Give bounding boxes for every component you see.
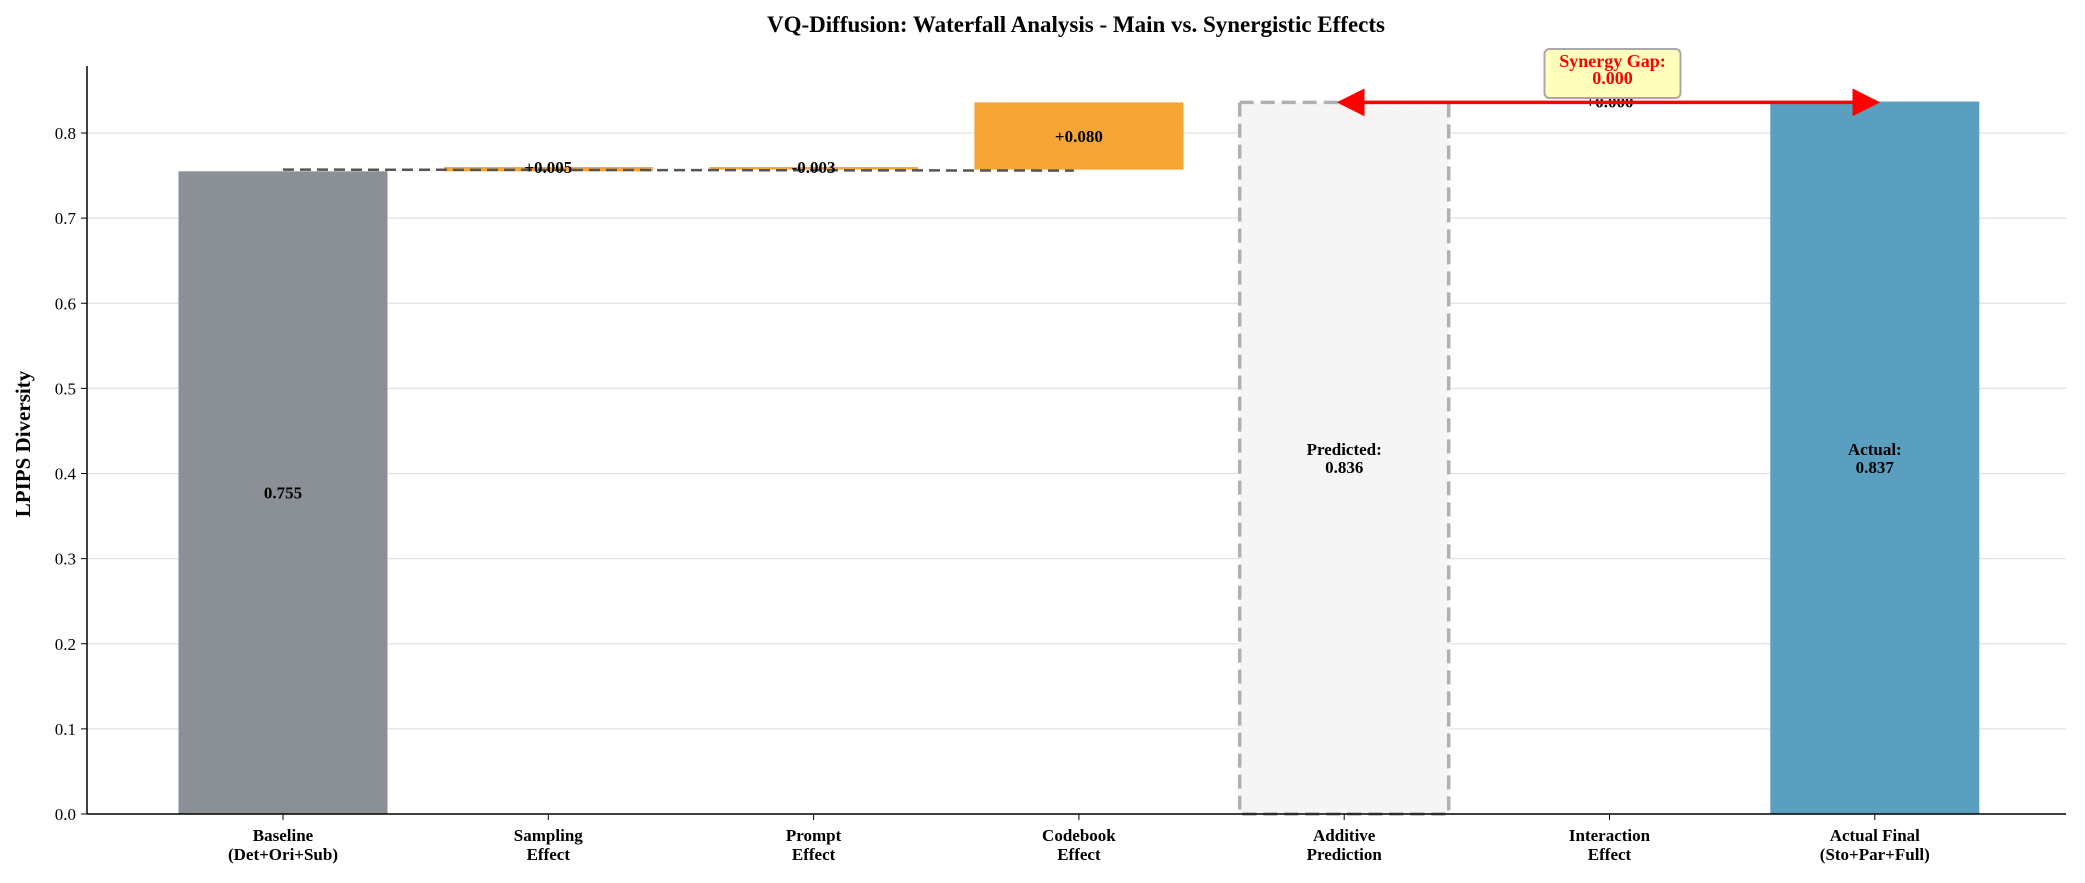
y-tick-label: 0.6	[55, 294, 76, 313]
y-axis-label: LPIPS Diversity	[11, 370, 35, 517]
y-tick-label: 0.8	[55, 124, 76, 143]
bar-value-label: Predicted:	[1307, 440, 1382, 459]
bar-0	[178, 171, 388, 814]
x-tick-label: (Det+Ori+Sub)	[228, 845, 338, 864]
y-tick-label: 0.0	[55, 805, 76, 824]
bar-value-label: +0.080	[1055, 127, 1103, 146]
x-tick-label: (Sto+Par+Full)	[1820, 845, 1930, 864]
x-tick-label: Effect	[527, 845, 571, 864]
y-tick-label: 0.2	[55, 635, 76, 654]
x-tick-label: Effect	[1588, 845, 1632, 864]
bar-value-label: -0.003	[792, 158, 836, 177]
bar-2	[709, 167, 919, 170]
y-tick-label: 0.3	[55, 550, 76, 569]
x-tick-label: Prompt	[786, 826, 842, 845]
x-tick-label: Effect	[792, 845, 836, 864]
synergy-gap-label: 0.000	[1592, 68, 1633, 88]
connector-line	[282, 168, 1074, 172]
x-tick-label: Interaction	[1569, 826, 1651, 845]
chart-title: VQ-Diffusion: Waterfall Analysis - Main …	[767, 12, 1385, 37]
bar-value-label: 0.836	[1325, 458, 1363, 477]
x-tick-label: Sampling	[514, 826, 583, 845]
x-tick-label: Baseline	[253, 826, 314, 845]
bar-value-label: 0.837	[1856, 458, 1895, 477]
synergy-gap-box	[1543, 48, 1682, 99]
x-tick-label: Codebook	[1042, 826, 1116, 845]
y-tick-label: 0.5	[55, 379, 76, 398]
y-tick-label: 0.1	[55, 720, 76, 739]
bar-additive-prediction	[1237, 100, 1451, 816]
bar-value-label: 0.755	[264, 484, 302, 503]
x-tick-label: Effect	[1057, 845, 1101, 864]
bar-value-label: +0.005	[524, 158, 572, 177]
x-tick-label: Actual Final	[1830, 826, 1920, 845]
synergy-gap-label: Synergy Gap:	[1559, 51, 1666, 71]
bar-3	[974, 102, 1184, 170]
x-tick-label: Additive	[1313, 826, 1376, 845]
y-tick-label: 0.7	[55, 209, 77, 228]
y-tick-label: 0.4	[55, 465, 77, 484]
bar-value-label: Actual:	[1848, 440, 1902, 459]
x-tick-label: Prediction	[1307, 845, 1383, 864]
bar-6	[1770, 101, 1980, 814]
